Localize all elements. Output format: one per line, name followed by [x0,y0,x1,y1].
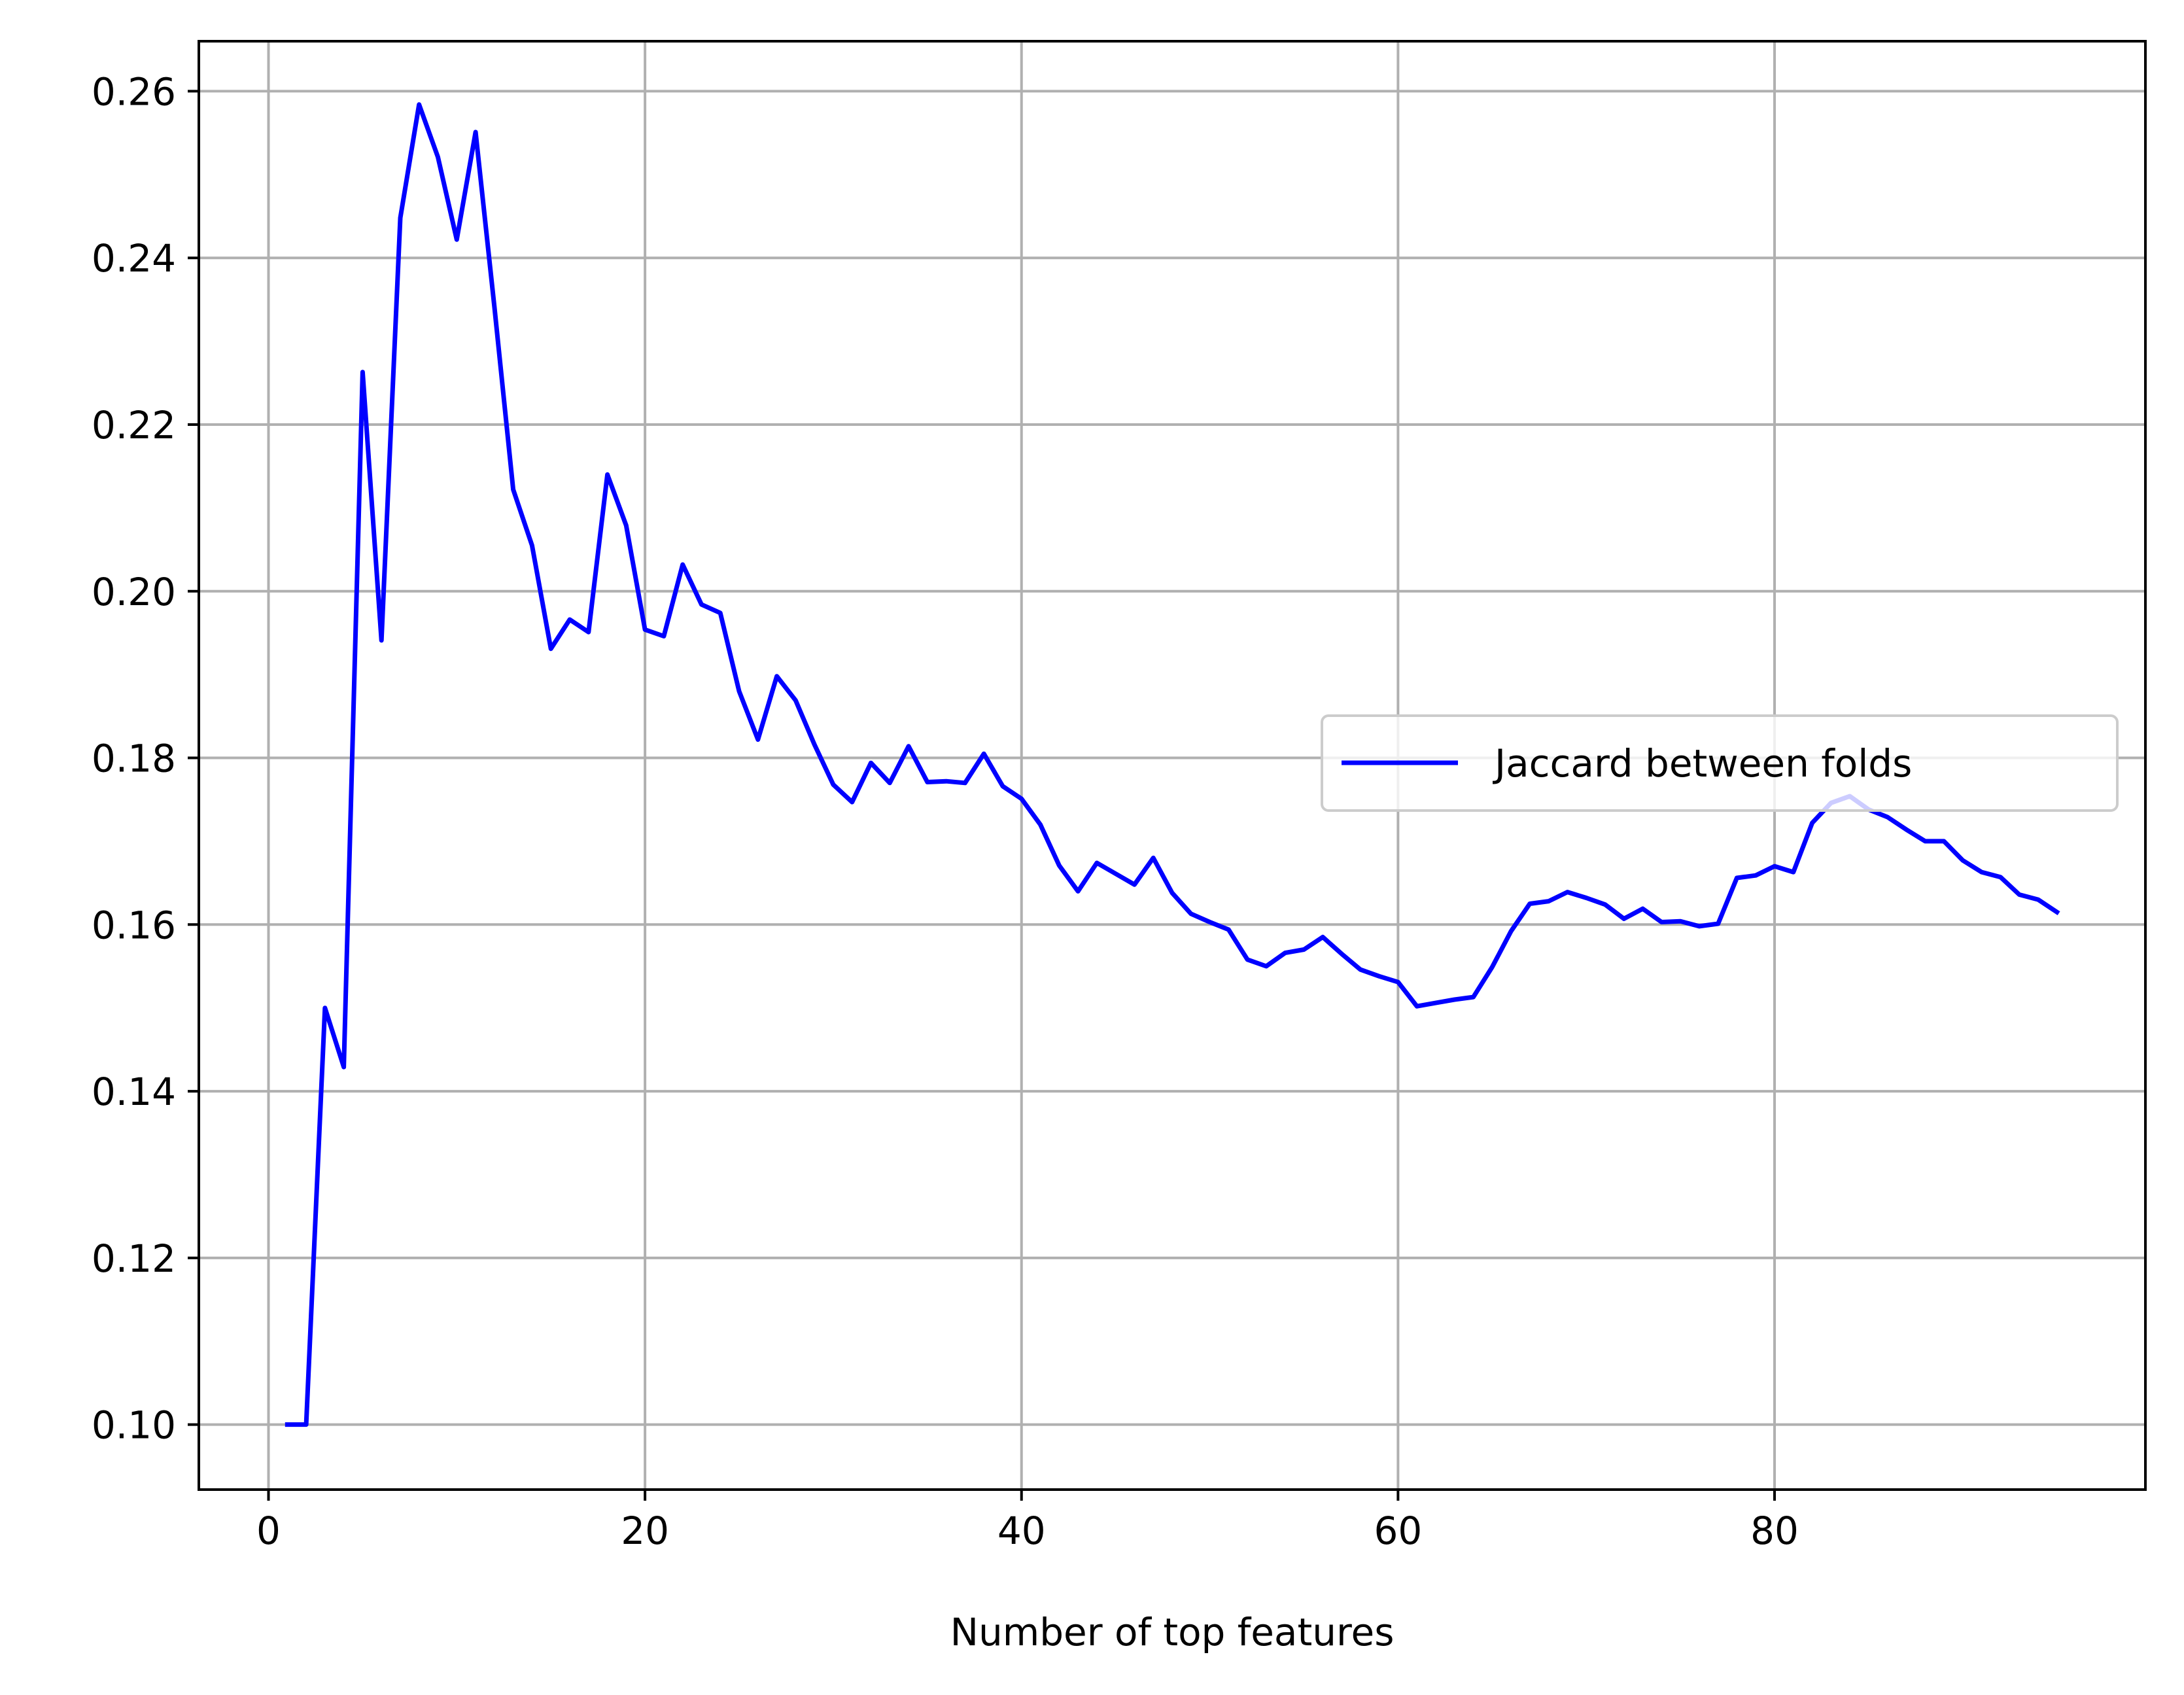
y-tick-label: 0.12 [92,1236,176,1281]
axes-frame [198,40,2147,1491]
ticks: 0 20 40 60 80 0.10 0.12 0.14 0.16 0.18 0.20 0.22 0.2… [92,69,1799,1553]
x-tick-label: 20 [621,1509,669,1553]
series [285,102,2060,1427]
legend-label: Jaccard between folds [1493,741,1912,786]
series-line-jaccard [285,102,2060,1427]
legend: Jaccard between folds [1321,714,2119,812]
x-axis-title: Number of top features [950,1610,1395,1654]
x-tick-label: 0 [256,1509,281,1553]
y-tick-label: 0.18 [92,737,176,781]
y-tick-label: 0.24 [92,236,176,281]
legend-box [1321,714,2119,812]
x-tick-label: 40 [997,1509,1046,1553]
y-tick-label: 0.14 [92,1070,176,1114]
x-tick-label: 80 [1750,1509,1799,1553]
y-tick-label: 0.10 [92,1403,176,1448]
y-tick-label: 0.26 [92,69,176,114]
x-tick-label: 60 [1374,1509,1422,1553]
y-tick-label: 0.22 [92,403,176,447]
y-tick-label: 0.16 [92,903,176,947]
y-tick-label: 0.20 [92,570,176,614]
